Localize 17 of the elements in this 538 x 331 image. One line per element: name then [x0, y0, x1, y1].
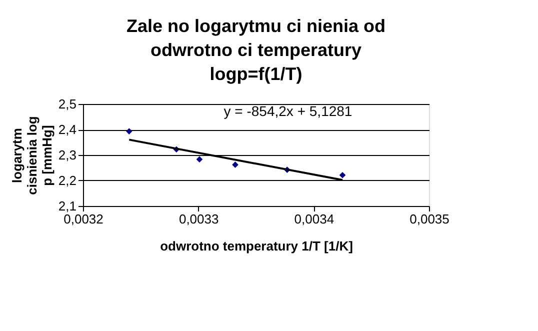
annotation: y = -854,2x + 5,1281: [224, 103, 352, 119]
y-tick-label: 2,1: [58, 198, 76, 214]
point: [126, 128, 132, 134]
x-tick-label: 0,0032: [64, 212, 104, 226]
x-tick-label: 0,0034: [294, 212, 334, 226]
point: [232, 162, 238, 168]
x-tick-label: 0,0033: [178, 212, 219, 226]
x-axis-title: odwrotno temperatury 1/T [1/K]: [160, 238, 353, 254]
y-tick-label: 2,2: [58, 173, 76, 188]
y-tick-label: 2,3: [58, 148, 76, 162]
point: [196, 156, 203, 162]
x-tick-label: 0,0035: [410, 212, 450, 226]
y-tick-label: 2,4: [58, 122, 76, 137]
y-tick-label: 2,5: [58, 96, 76, 112]
chart-title: Zale no logarytmu ci nienia od odwrotno ci temperatury logp=f(1/T): [126, 16, 386, 84]
point: [339, 172, 346, 178]
y-axis-title: logarytm cisnienia log p [mmHg]: [9, 116, 54, 195]
